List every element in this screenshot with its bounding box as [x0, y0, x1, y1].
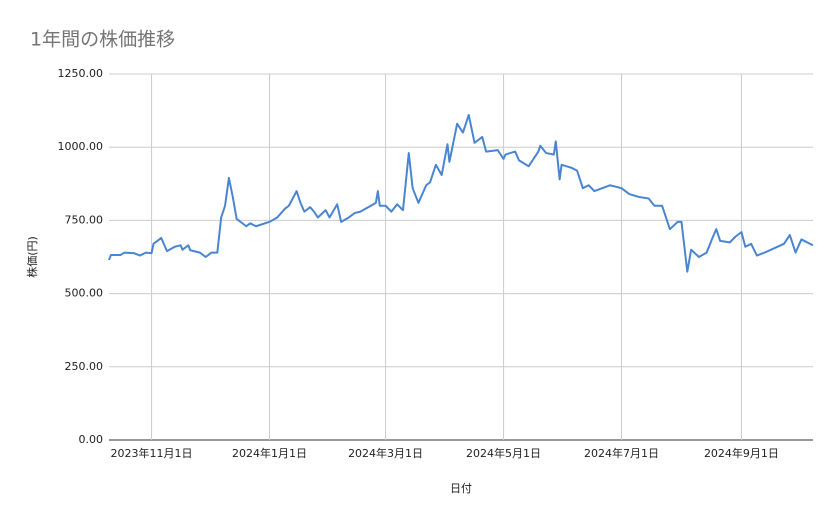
chart-title: 1年間の株価推移	[30, 29, 175, 51]
x-tick-label: 2024年3月1日	[348, 446, 423, 460]
x-axis-title: 日付	[450, 482, 472, 495]
y-tick-label: 0.00	[79, 433, 104, 446]
y-tick-label: 250.00	[65, 360, 104, 373]
y-axis-title: 株価(円)	[25, 236, 39, 278]
x-tick-label: 2024年9月1日	[704, 446, 779, 460]
x-tick-label: 2024年1月1日	[232, 446, 307, 460]
y-tick-label: 500.00	[65, 287, 104, 300]
y-tick-label: 1000.00	[58, 140, 104, 153]
x-tick-label: 2023年11月1日	[111, 446, 193, 460]
y-tick-label: 1250.00	[58, 67, 104, 80]
x-tick-label: 2024年5月1日	[466, 446, 541, 460]
x-tick-label: 2024年7月1日	[584, 446, 659, 460]
line-series	[108, 113, 814, 273]
y-tick-label: 750.00	[65, 213, 104, 226]
